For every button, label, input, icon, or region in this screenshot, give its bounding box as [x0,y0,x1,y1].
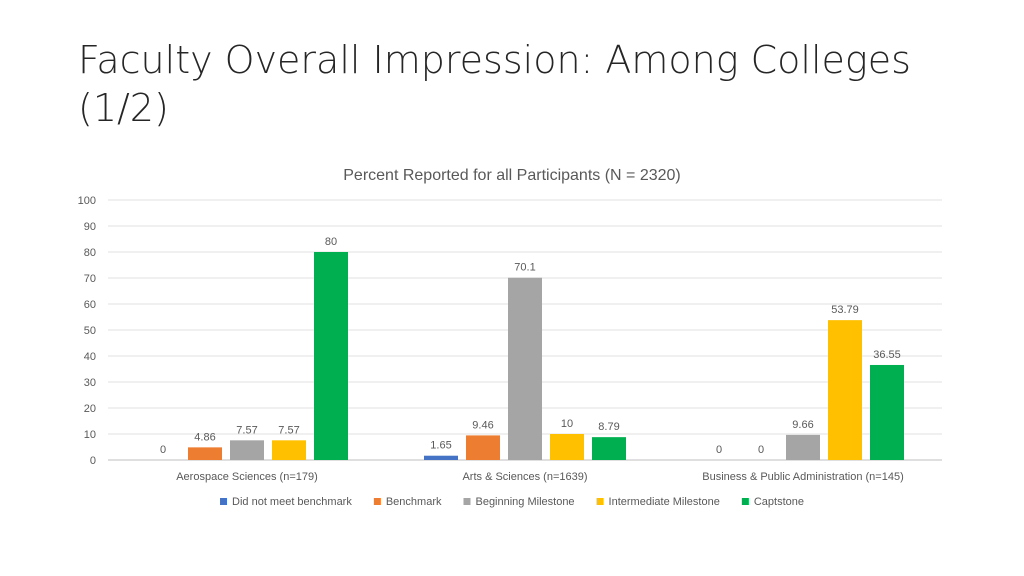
y-axis-tick-labels: 0 10 20 30 40 50 60 70 80 90 100 [78,195,96,467]
y-tick-label: 30 [84,377,96,389]
legend: Did not meet benchmark Benchmark Beginning… [220,496,804,508]
bar [230,440,264,460]
legend-item: Intermediate Milestone [596,496,720,508]
legend-swatch [373,498,381,505]
y-tick-label: 100 [78,195,96,207]
x-category-label: Business & Public Administration (n=145) [702,471,903,483]
data-label: 70.1 [514,262,535,274]
legend-item: Benchmark [373,496,442,508]
legend-label: Intermediate Milestone [609,496,720,508]
data-label: 9.46 [472,419,493,431]
bar [272,440,306,460]
y-tick-label: 0 [90,455,96,467]
x-category-label: Aerospace Sciences (n=179) [176,471,318,483]
bar [314,252,348,460]
y-tick-label: 10 [84,429,96,441]
bar [870,364,904,460]
bar [592,437,626,460]
legend-label: Did not meet benchmark [232,496,352,508]
bar [188,447,222,460]
data-label: 7.57 [236,424,257,436]
legend-swatch [596,498,604,505]
legend-label: Benchmark [386,496,442,508]
slide-title-line2: (1/2) [78,86,169,130]
bars [188,252,904,460]
data-label: 0 [716,444,722,456]
bar [508,277,542,460]
data-label: 8.79 [598,421,619,433]
legend-label: Captstone [754,496,804,508]
data-label: 9.66 [792,419,813,431]
y-tick-label: 50 [84,325,96,337]
x-axis-category-labels: Aerospace Sciences (n=179) Arts & Science… [176,471,904,483]
y-tick-label: 90 [84,221,96,233]
data-labels: 0 4.86 7.57 7.57 80 1.65 9.46 70.1 10 8.79 0 0 9.66 5… [160,236,901,456]
data-label: 1.65 [430,440,451,452]
y-tick-label: 20 [84,403,96,415]
data-label: 0 [758,444,764,456]
data-label: 7.57 [278,424,299,436]
y-tick-label: 60 [84,299,96,311]
data-label: 36.55 [873,349,901,361]
bar [828,320,862,460]
slide-title: Faculty Overall Impression: Among Colleg… [78,36,978,132]
bar [466,435,500,460]
data-label: 4.86 [194,431,215,443]
data-label: 80 [325,236,337,248]
legend-item: Did not meet benchmark [220,496,352,508]
legend-swatch [741,498,749,505]
y-tick-label: 70 [84,273,96,285]
bar [424,455,458,460]
data-label: 10 [561,418,573,430]
legend-swatch [463,498,471,505]
data-label: 0 [160,444,166,456]
legend-item: Captstone [741,496,804,508]
bar [786,434,820,460]
legend-swatch [220,498,228,505]
chart-title: Percent Reported for all Participants (N… [343,167,681,184]
slide-title-line1: Faculty Overall Impression: Among Colleg… [78,38,911,82]
legend-item: Beginning Milestone [463,496,575,508]
x-category-label: Arts & Sciences (n=1639) [462,471,587,483]
y-tick-label: 80 [84,247,96,259]
data-label: 53.79 [831,304,859,316]
bar [550,434,584,460]
y-tick-label: 40 [84,351,96,363]
legend-label: Beginning Milestone [475,496,574,508]
